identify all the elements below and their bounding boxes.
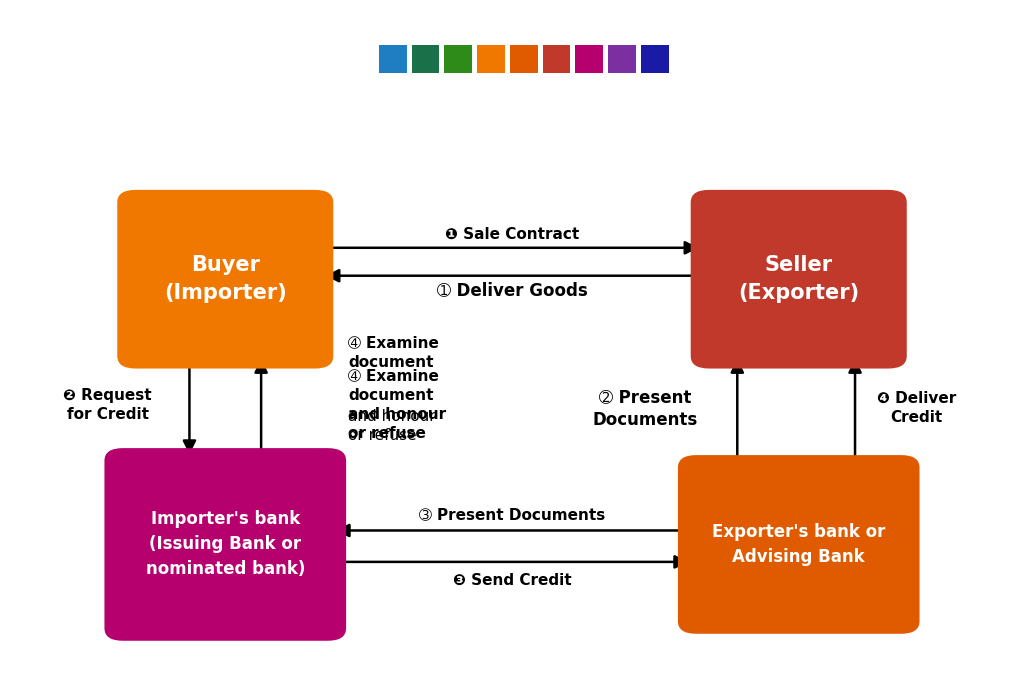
Text: and honour
or refuse: and honour or refuse bbox=[348, 409, 436, 443]
FancyBboxPatch shape bbox=[104, 448, 346, 641]
FancyBboxPatch shape bbox=[608, 45, 636, 73]
FancyBboxPatch shape bbox=[641, 45, 669, 73]
Text: ➂ Present Documents: ➂ Present Documents bbox=[419, 507, 605, 523]
FancyBboxPatch shape bbox=[575, 45, 603, 73]
Text: Exporter's bank or
Advising Bank: Exporter's bank or Advising Bank bbox=[712, 523, 886, 566]
Text: Seller
(Exporter): Seller (Exporter) bbox=[738, 255, 859, 303]
FancyBboxPatch shape bbox=[444, 45, 472, 73]
FancyBboxPatch shape bbox=[543, 45, 570, 73]
Text: ❹ Deliver
Credit: ❹ Deliver Credit bbox=[877, 392, 956, 425]
FancyBboxPatch shape bbox=[477, 45, 505, 73]
Text: ❸ Send Credit: ❸ Send Credit bbox=[453, 573, 571, 588]
FancyBboxPatch shape bbox=[678, 455, 920, 634]
Text: ❷ Request
for Credit: ❷ Request for Credit bbox=[63, 388, 152, 422]
FancyBboxPatch shape bbox=[117, 190, 334, 369]
Text: ➃ Examine
document: ➃ Examine document bbox=[348, 336, 439, 369]
Text: Importer's bank
(Issuing Bank or
nominated bank): Importer's bank (Issuing Bank or nominat… bbox=[145, 510, 305, 579]
Text: Buyer
(Importer): Buyer (Importer) bbox=[164, 255, 287, 303]
Text: ➀ Deliver Goods: ➀ Deliver Goods bbox=[436, 281, 588, 299]
FancyBboxPatch shape bbox=[379, 45, 407, 73]
FancyBboxPatch shape bbox=[510, 45, 538, 73]
Text: ➃ Examine
document
and honour
or refuse: ➃ Examine document and honour or refuse bbox=[348, 369, 446, 441]
Text: ➁ Present
Documents: ➁ Present Documents bbox=[593, 388, 697, 429]
FancyBboxPatch shape bbox=[690, 190, 907, 369]
Text: ❶ Sale Contract: ❶ Sale Contract bbox=[444, 226, 580, 242]
FancyBboxPatch shape bbox=[412, 45, 439, 73]
